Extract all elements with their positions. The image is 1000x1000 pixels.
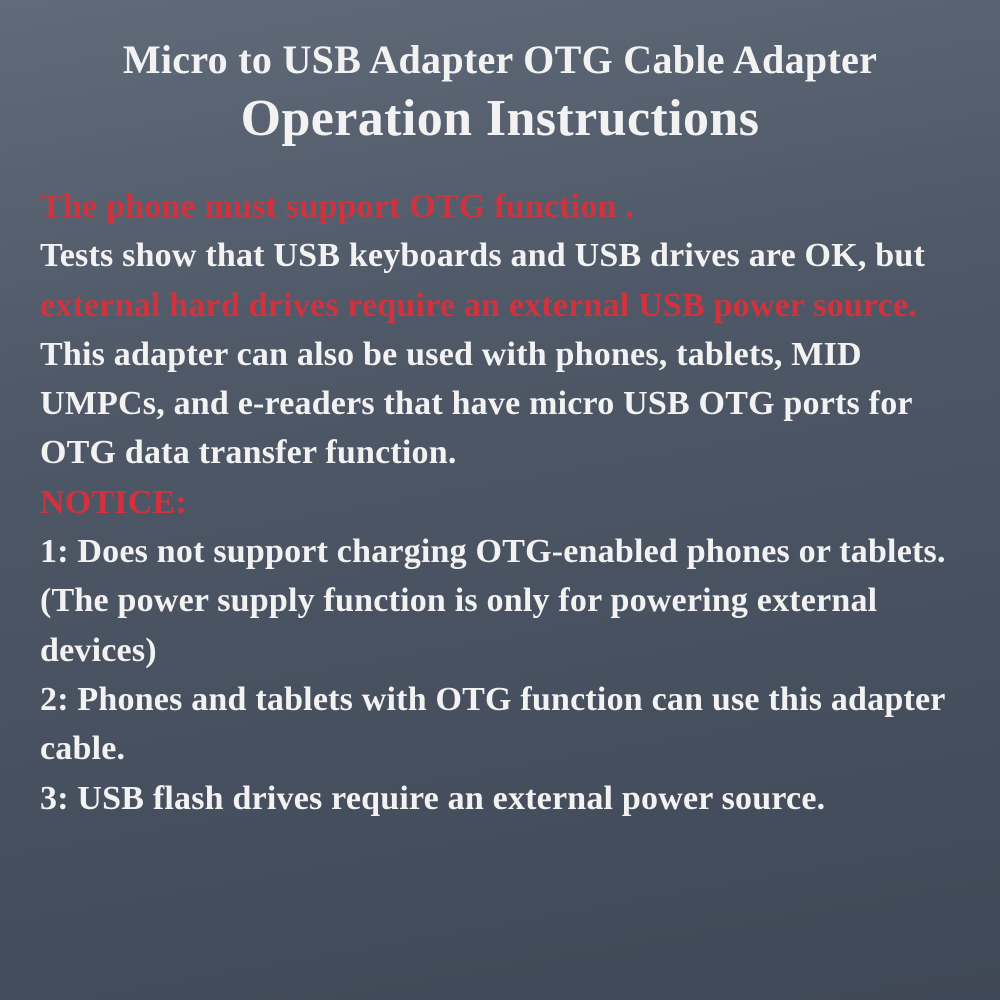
notice-item-1: 1: Does not support charging OTG-enabled… [40,533,946,669]
notice-item-3: 3: USB flash drives require an external … [40,780,825,817]
title-block: Micro to USB Adapter OTG Cable Adapter O… [40,36,960,148]
title-line-1: Micro to USB Adapter OTG Cable Adapter [40,36,960,83]
notice-heading: NOTICE: [40,484,187,521]
warning-otg-required: The phone must support OTG function . [40,188,634,225]
title-line-2: Operation Instructions [40,89,960,148]
warning-external-power: external hard drives require an external… [40,287,917,324]
notice-item-2: 2: Phones and tablets with OTG function … [40,681,945,767]
body-text: The phone must support OTG function . Te… [40,182,960,823]
text-tests-intro: Tests show that USB keyboards and USB dr… [40,237,925,274]
text-compatibility: This adapter can also be used with phone… [40,336,912,472]
